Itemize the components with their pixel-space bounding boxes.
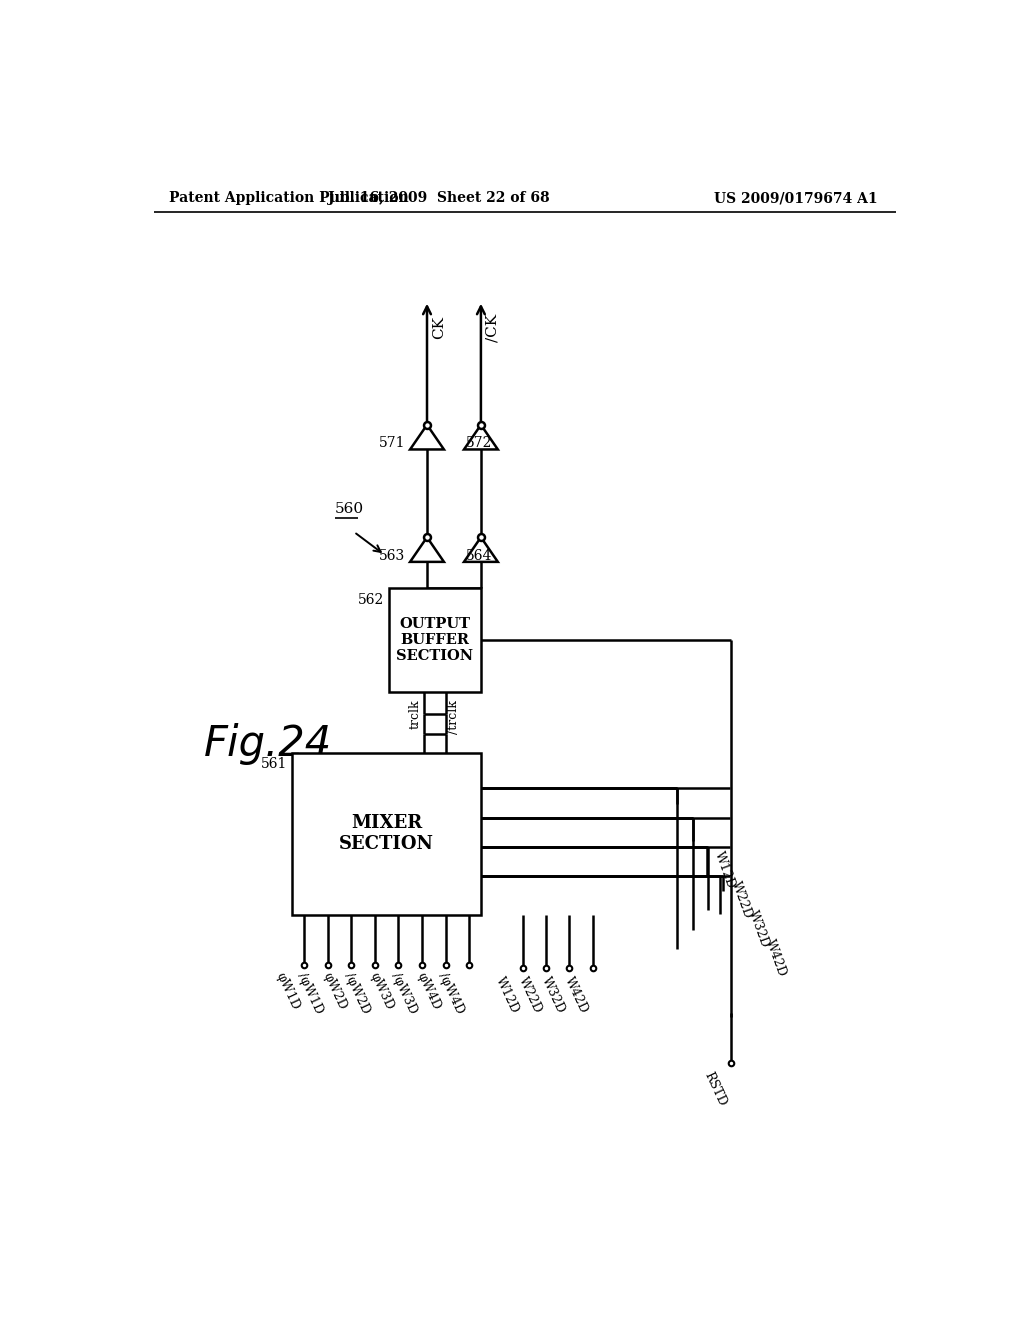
Text: W12D: W12D [493,974,521,1015]
Text: US 2009/0179674 A1: US 2009/0179674 A1 [714,191,878,206]
Text: 562: 562 [357,593,384,607]
Text: W32D: W32D [745,908,771,949]
Bar [292,752,481,915]
Text: 563: 563 [379,549,406,562]
Text: /φW2D: /φW2D [342,970,373,1016]
Text: /φW4D: /φW4D [436,970,467,1016]
Text: φW4D: φW4D [415,970,443,1012]
Text: /trclk: /trclk [447,700,461,734]
Text: 572: 572 [466,437,492,450]
Text: /φW3D: /φW3D [389,970,420,1016]
Text: W12D: W12D [712,850,737,891]
Text: /φW1D: /φW1D [295,970,326,1016]
Text: 571: 571 [379,437,406,450]
Text: φW3D: φW3D [368,970,396,1012]
Text: W42D: W42D [562,974,590,1015]
Text: 560: 560 [335,503,364,516]
Text: Jul. 16, 2009  Sheet 22 of 68: Jul. 16, 2009 Sheet 22 of 68 [328,191,549,206]
Text: CK: CK [432,317,445,339]
Text: W22D: W22D [729,879,755,920]
Bar [388,589,481,692]
Text: φW1D: φW1D [273,970,302,1012]
Text: OUTPUT
BUFFER
SECTION: OUTPUT BUFFER SECTION [396,616,473,663]
Text: trclk: trclk [409,700,422,730]
Text: MIXER
SECTION: MIXER SECTION [339,814,434,853]
Text: RSTD: RSTD [701,1069,729,1107]
Text: /CK: /CK [485,314,500,342]
Text: 561: 561 [261,758,288,771]
Text: W42D: W42D [763,937,788,978]
Text: 564: 564 [466,549,492,562]
Text: W22D: W22D [516,974,544,1015]
Text: Patent Application Publication: Patent Application Publication [169,191,409,206]
Text: W32D: W32D [539,974,567,1015]
Text: Fig.24: Fig.24 [204,722,332,764]
Text: φW2D: φW2D [321,970,349,1012]
